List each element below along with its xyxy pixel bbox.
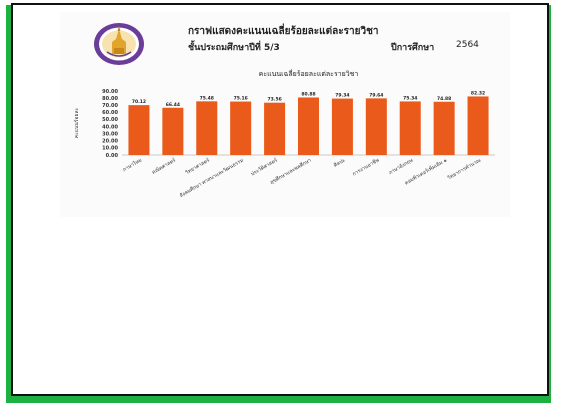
bottom-green-strip xyxy=(11,396,549,400)
x-tick-label: คณิตศาสตร์ xyxy=(151,157,177,176)
bar xyxy=(467,96,489,155)
x-tick-label: ศิลปะ xyxy=(332,157,346,169)
data-label: 74.88 xyxy=(437,96,451,102)
data-label: 75.34 xyxy=(403,95,417,101)
document-page: กราฟแสดงคะแนนเฉลี่ยร้อยละแต่ละรายวิชา ชั… xyxy=(60,12,510,217)
y-tick-label: 0.00 xyxy=(106,153,119,159)
bar xyxy=(365,98,387,155)
data-label: 79.64 xyxy=(369,92,383,98)
academic-year: 2564 xyxy=(456,40,479,50)
y-tick-label: 60.00 xyxy=(102,110,118,116)
y-tick-label: 20.00 xyxy=(102,139,118,145)
x-tick-label: ภาษาอังกฤษ xyxy=(388,157,415,176)
data-label: 82.32 xyxy=(471,90,485,96)
data-label: 75.48 xyxy=(200,95,214,101)
bar xyxy=(128,105,150,155)
data-label: 80.88 xyxy=(301,91,315,97)
data-label: 70.12 xyxy=(132,99,146,105)
x-tick-label: ภาษาไทย xyxy=(121,157,143,174)
data-label: 66.44 xyxy=(166,102,180,108)
bar xyxy=(297,97,320,155)
bar xyxy=(264,102,286,155)
y-axis-label: คะแนนร้อยละ xyxy=(73,107,80,138)
y-tick-label: 80.00 xyxy=(102,96,118,102)
y-tick-label: 10.00 xyxy=(102,146,118,152)
bar xyxy=(230,101,252,155)
y-tick-label: 70.00 xyxy=(102,103,118,109)
school-seal-icon xyxy=(94,23,144,65)
academic-year-label: ปีการศึกษา xyxy=(391,43,435,53)
document-title: กราฟแสดงคะแนนเฉลี่ยร้อยละแต่ละรายวิชา xyxy=(188,26,379,37)
bar xyxy=(399,101,421,155)
x-tick-label: ประวัติศาสตร์ xyxy=(249,157,278,178)
bar-chart: คะแนนเฉลี่ยร้อยละแต่ละรายวิชาคะแนนร้อยละ… xyxy=(73,69,495,199)
bar xyxy=(196,101,218,155)
y-tick-label: 90.00 xyxy=(102,89,118,95)
data-label: 73.56 xyxy=(267,97,281,103)
chart-title: คะแนนเฉลี่ยร้อยละแต่ละรายวิชา xyxy=(259,69,359,78)
grade-level: ชั้นประถมศึกษาปีที่ 5/3 xyxy=(188,43,280,53)
bar xyxy=(433,101,455,155)
x-tick-label: สังคมศึกษา ศาสนาและวัฒนธรรม xyxy=(178,157,244,199)
data-label: 79.34 xyxy=(335,93,349,99)
x-tick-label: วิทยาศาสตร์ xyxy=(184,157,211,177)
bar xyxy=(162,107,184,155)
x-tick-label: วิทยาการคำนวณ xyxy=(446,156,482,181)
y-tick-label: 30.00 xyxy=(102,131,118,137)
y-tick-label: 50.00 xyxy=(102,117,118,123)
data-label: 75.16 xyxy=(234,96,248,102)
bar xyxy=(331,98,353,155)
y-tick-label: 40.00 xyxy=(102,124,118,130)
x-tick-label: การงานอาชีพ xyxy=(351,157,380,178)
